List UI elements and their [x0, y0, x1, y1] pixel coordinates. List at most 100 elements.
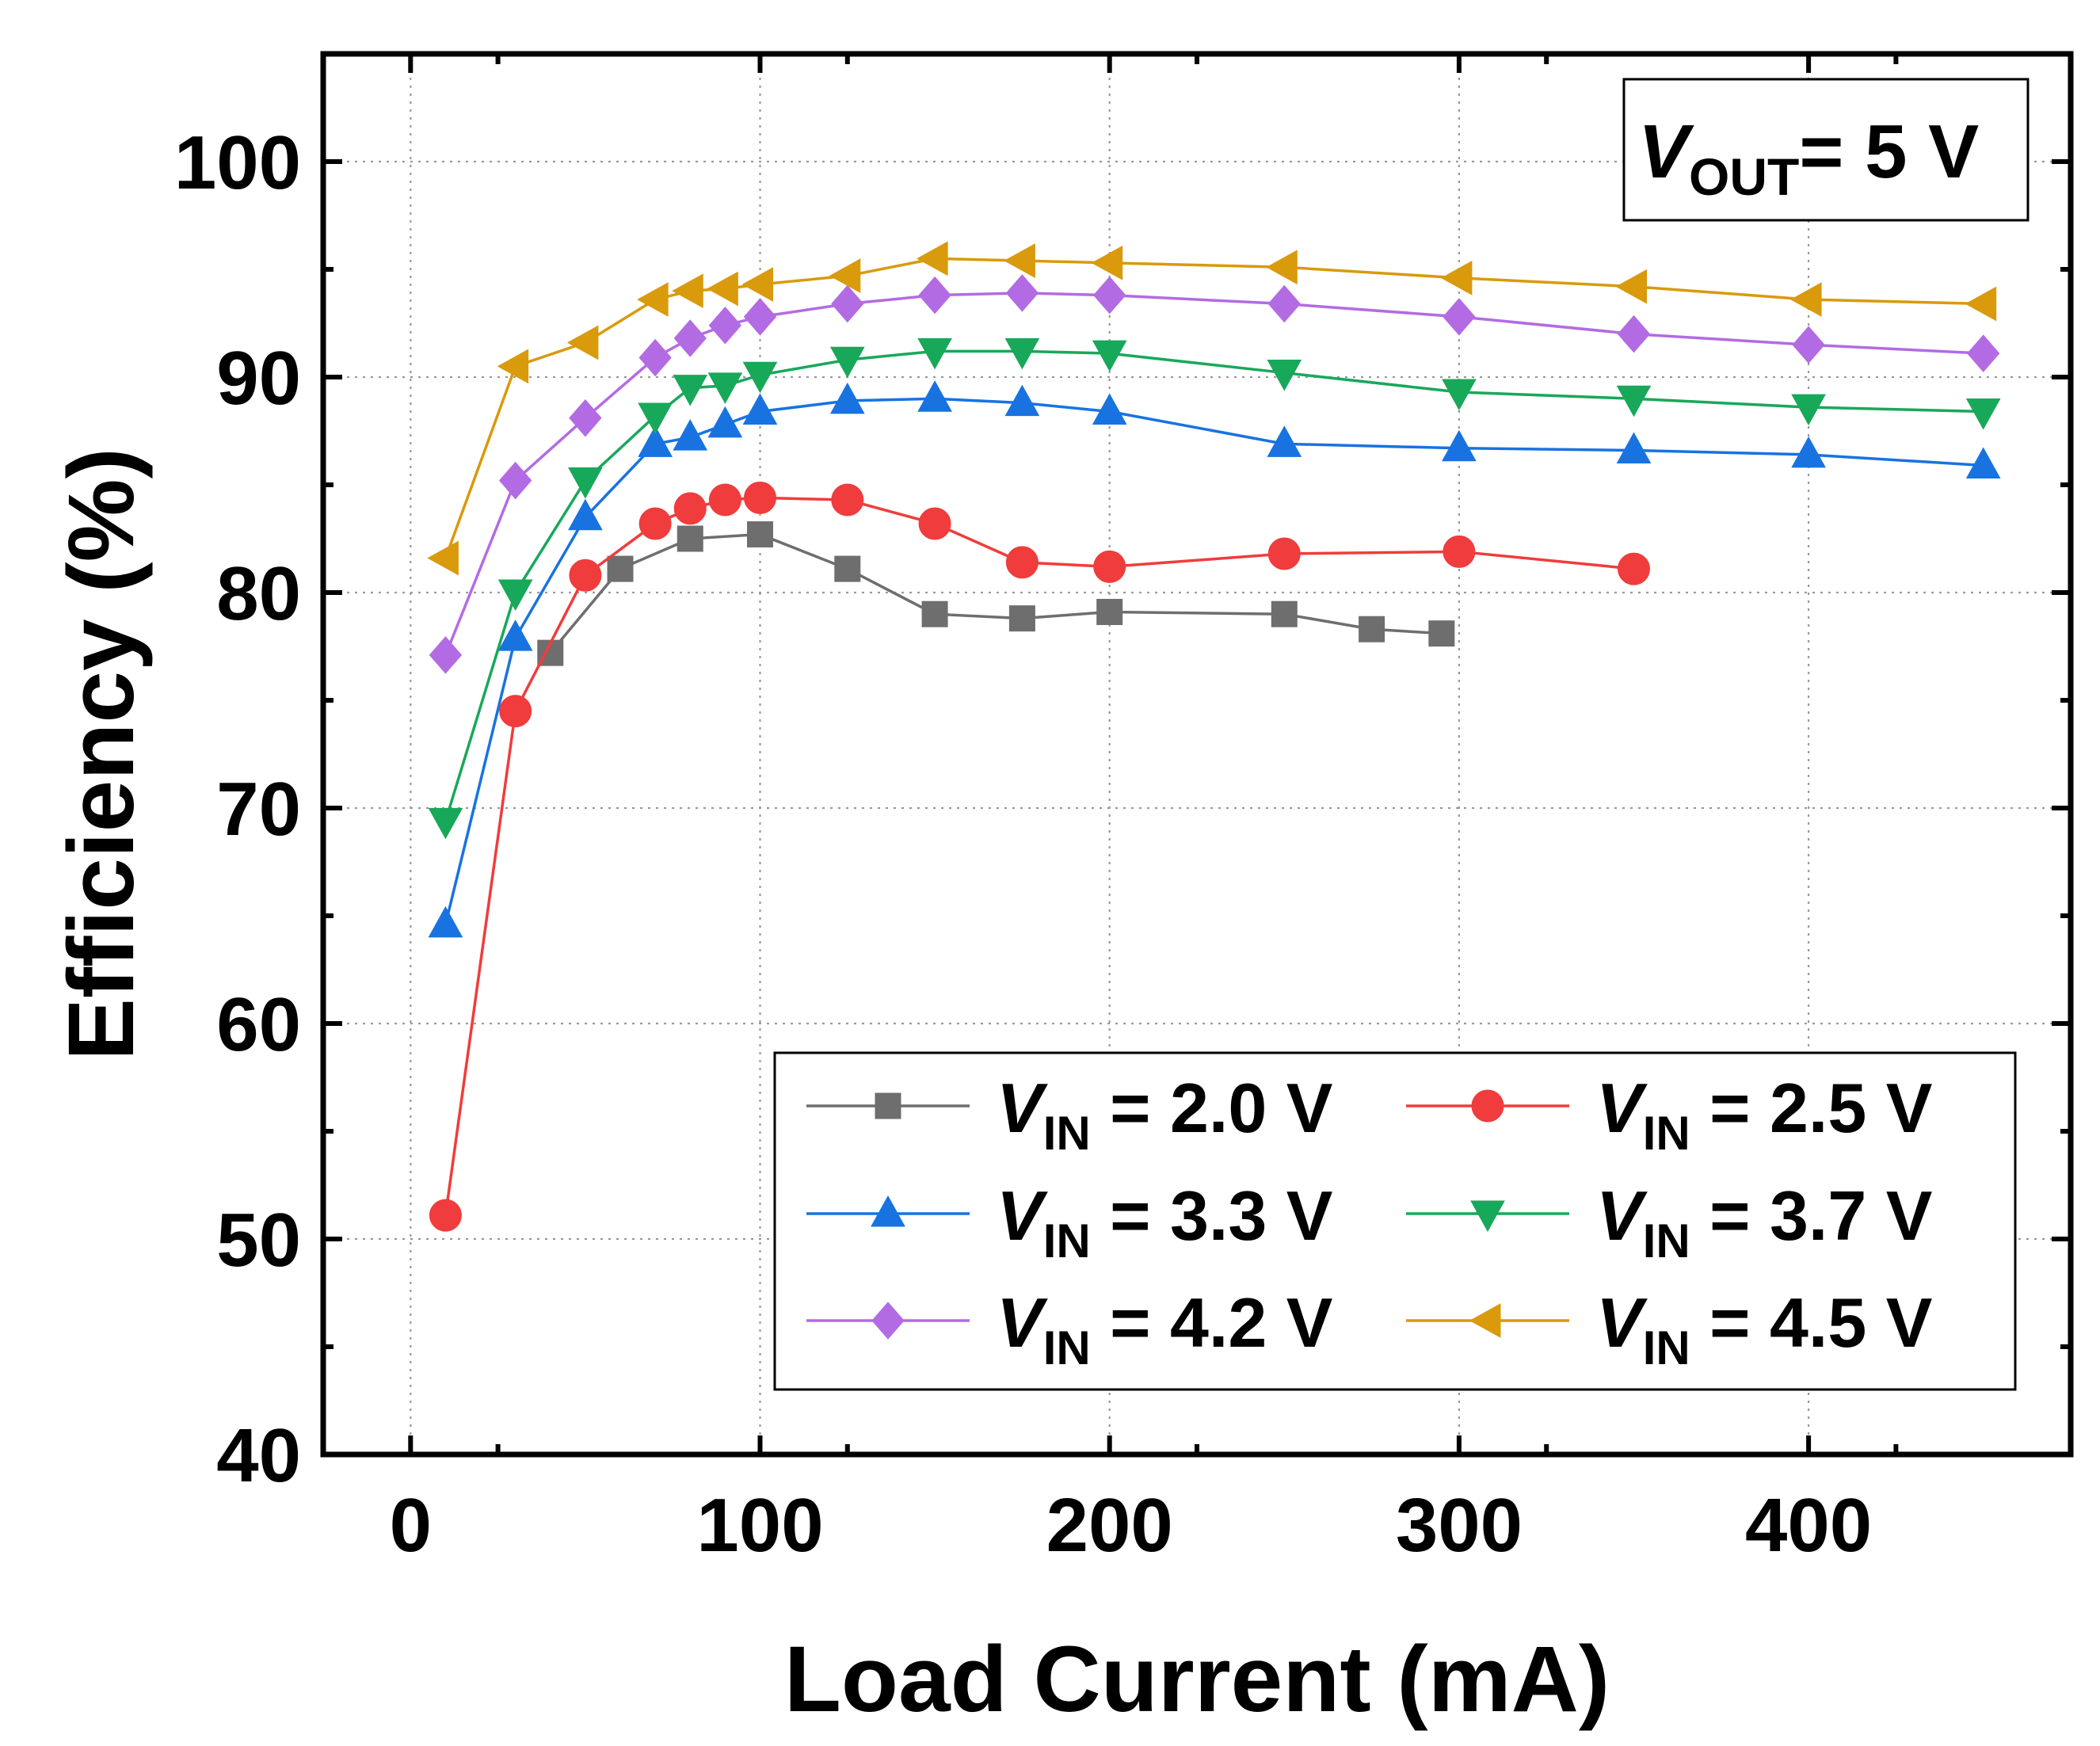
legend-label-sub: IN	[1643, 1321, 1690, 1374]
data-point	[921, 600, 948, 627]
legend-label-v: V	[997, 1176, 1048, 1255]
data-point	[499, 695, 532, 728]
x-tick-label: 100	[696, 1483, 823, 1568]
y-tick-label: 50	[216, 1198, 301, 1283]
data-point	[1440, 261, 1473, 295]
series-3	[428, 380, 2001, 938]
data-point	[741, 267, 773, 302]
data-point	[673, 492, 707, 525]
vout-label-sub: OUT	[1689, 147, 1799, 206]
y-tick-label: 90	[216, 336, 301, 421]
data-point	[1096, 598, 1123, 625]
data-point	[707, 271, 738, 307]
data-point	[1791, 394, 1826, 426]
data-point	[1442, 429, 1477, 462]
data-point	[1442, 379, 1477, 411]
legend-marker	[1469, 1303, 1501, 1338]
data-point	[917, 241, 948, 276]
series-6	[427, 241, 1997, 576]
svg-text:VOUT= 5 V: VOUT= 5 V	[1638, 109, 1979, 206]
data-point	[568, 467, 603, 499]
data-point	[1004, 337, 1040, 370]
legend-label-value: = 3.7 V	[1690, 1176, 1933, 1255]
data-point	[1266, 250, 1298, 285]
data-point	[917, 337, 952, 370]
data-point	[708, 306, 742, 345]
legend-label: VIN = 2.0 V	[997, 1069, 1333, 1160]
data-point	[676, 525, 703, 552]
legend-label-sub: IN	[1043, 1321, 1091, 1374]
data-point	[1967, 334, 2000, 372]
data-point	[1093, 550, 1126, 583]
data-point	[1965, 447, 2001, 479]
legend-label: VIN = 4.2 V	[997, 1283, 1333, 1374]
data-point	[673, 375, 708, 406]
data-point	[1005, 274, 1039, 312]
legend-label-v: V	[1596, 1176, 1648, 1255]
data-point	[1091, 245, 1123, 280]
data-point	[917, 380, 952, 412]
data-point	[1093, 276, 1126, 315]
legend-label: VIN = 3.3 V	[997, 1176, 1333, 1268]
legend-marker	[1470, 1200, 1505, 1233]
series-line	[444, 349, 1984, 822]
data-point	[1267, 425, 1302, 457]
data-point	[707, 406, 743, 438]
y-tick-label: 70	[216, 767, 301, 852]
y-tick-label: 40	[216, 1413, 301, 1498]
data-point	[1092, 340, 1127, 372]
data-point	[673, 319, 707, 357]
data-point	[918, 507, 951, 540]
legend-entry-6: VIN = 4.5 V	[1406, 1283, 1933, 1374]
data-point	[742, 393, 778, 425]
data-point	[829, 346, 865, 379]
data-point	[568, 498, 603, 531]
data-point	[1359, 616, 1385, 642]
legend-label-sub: IN	[1643, 1107, 1690, 1160]
legend-entry-5: VIN = 4.2 V	[806, 1283, 1333, 1374]
y-axis-label: Efficiency (%)	[49, 448, 154, 1061]
legend-label-v: V	[1596, 1283, 1648, 1362]
legend-marker	[875, 1092, 901, 1119]
data-point	[569, 398, 602, 437]
data-point	[638, 507, 672, 540]
data-point	[742, 361, 778, 394]
data-point	[1791, 436, 1826, 468]
data-point	[1004, 384, 1040, 417]
data-point	[427, 540, 459, 576]
data-point	[831, 284, 864, 323]
legend-label-value: = 4.2 V	[1091, 1283, 1333, 1362]
data-point	[1965, 398, 2001, 430]
data-point	[497, 619, 533, 651]
data-point	[637, 282, 669, 317]
data-point	[1617, 315, 1651, 353]
legend-marker	[1471, 1089, 1504, 1123]
axis-ticks: 0 100 200 300 400 40 50 60 70 80 90 100	[174, 54, 2071, 1568]
data-point	[428, 807, 463, 840]
data-point	[1618, 552, 1650, 585]
data-point	[1004, 243, 1035, 278]
legend-label: VIN = 3.7 V	[1596, 1176, 1933, 1268]
data-point	[497, 579, 533, 612]
legend-marker	[871, 1195, 905, 1227]
legend-entry-4: VIN = 3.7 V	[1406, 1176, 1933, 1268]
x-tick-label: 300	[1396, 1483, 1523, 1568]
series-layer	[427, 241, 2001, 1232]
series-line	[444, 292, 1984, 656]
data-point	[429, 636, 463, 674]
data-point	[566, 325, 599, 360]
data-point	[429, 1199, 462, 1232]
legend-label: VIN = 4.5 V	[1596, 1283, 1933, 1374]
data-point	[707, 372, 743, 404]
vout-annotation: VOUT= 5 V	[1622, 78, 2029, 222]
data-point	[1615, 269, 1647, 304]
series-line	[444, 397, 1984, 925]
data-point	[829, 258, 861, 294]
data-point	[1965, 286, 1997, 322]
data-point	[607, 555, 634, 582]
data-point	[1267, 360, 1302, 391]
series-line	[444, 257, 1984, 559]
legend-label-sub: IN	[1043, 1107, 1091, 1160]
data-point	[708, 483, 741, 517]
